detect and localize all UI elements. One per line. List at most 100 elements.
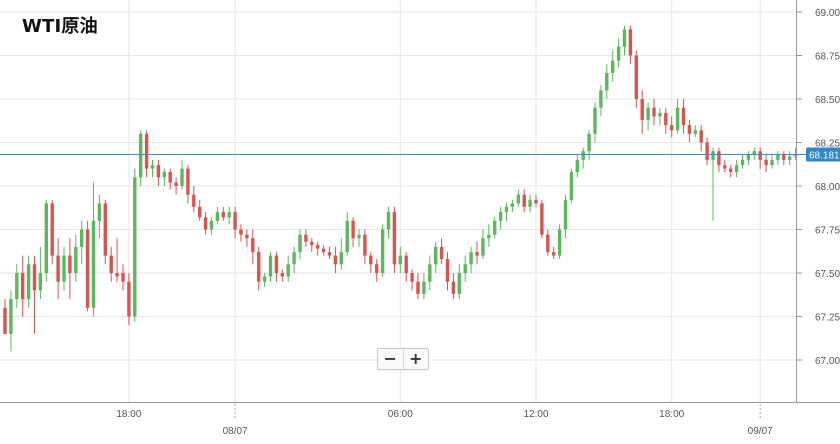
candle-body — [540, 203, 544, 235]
candle — [62, 246, 66, 291]
candle-body — [569, 172, 574, 200]
candle — [552, 246, 556, 260]
candle — [652, 99, 656, 126]
candle — [581, 147, 585, 169]
candle-body — [793, 154, 798, 157]
candle — [316, 241, 320, 256]
candle-body — [428, 264, 432, 282]
x-tick-label: 06:00 — [388, 409, 413, 420]
candle — [416, 273, 420, 300]
candle-body — [758, 151, 762, 160]
candle — [351, 217, 355, 247]
candle-body — [68, 255, 72, 273]
candle-body — [563, 199, 568, 230]
candle — [44, 199, 48, 282]
candle-body — [557, 229, 562, 256]
candle-body — [575, 159, 579, 173]
candle — [510, 199, 515, 213]
candle-body — [664, 112, 668, 126]
candle-body — [640, 99, 644, 120]
candle — [274, 252, 279, 282]
candle-body — [268, 255, 273, 277]
candle — [711, 147, 715, 221]
candle — [616, 38, 621, 68]
candle-body — [186, 168, 190, 195]
candle — [469, 246, 473, 273]
candle-body — [144, 133, 149, 169]
candle — [563, 194, 568, 239]
candle — [268, 252, 273, 282]
candle — [156, 159, 161, 186]
candle-body — [321, 248, 326, 253]
candle-body — [21, 273, 25, 300]
candle-body — [528, 199, 532, 207]
candle — [203, 212, 208, 235]
candle — [404, 252, 408, 282]
candle-body — [180, 168, 184, 186]
candle — [640, 90, 644, 134]
candle-body — [357, 234, 361, 239]
candle-body — [198, 206, 202, 218]
candle — [675, 99, 680, 134]
candle-body — [286, 264, 290, 277]
candle-body — [375, 264, 379, 273]
candle — [286, 255, 290, 282]
candle-body — [723, 165, 727, 169]
candle — [168, 168, 172, 190]
candle-body — [593, 107, 597, 134]
candle — [699, 125, 703, 152]
candle-body — [422, 281, 426, 294]
candle — [622, 25, 627, 56]
date-tick-label: 09/07 — [748, 426, 773, 437]
candle-body — [380, 229, 385, 273]
candle-body — [681, 107, 686, 126]
zoom-out-button[interactable]: − — [378, 349, 403, 369]
candle — [251, 229, 255, 265]
candle-body — [44, 203, 48, 273]
candle — [121, 264, 125, 291]
zoom-in-button[interactable]: + — [402, 349, 429, 369]
candle — [198, 199, 202, 221]
candle — [681, 99, 686, 134]
candle-body — [776, 154, 780, 160]
candle-body — [38, 273, 43, 291]
candle — [410, 269, 414, 291]
candle — [528, 194, 532, 213]
candle-body — [15, 273, 19, 300]
candle-body — [257, 252, 261, 282]
candle-body — [599, 90, 603, 108]
candle — [144, 130, 149, 178]
candle — [764, 154, 768, 173]
y-tick-label: 69.000 — [815, 8, 840, 19]
candle-body — [652, 107, 656, 117]
candle-body — [705, 142, 709, 160]
candle — [174, 177, 178, 195]
candle-body — [316, 245, 320, 249]
candle — [321, 245, 326, 256]
candle-body — [404, 255, 408, 273]
candle-body — [91, 220, 96, 308]
candle — [109, 246, 113, 282]
candle-body — [192, 194, 196, 207]
candle — [605, 64, 609, 99]
candle — [569, 168, 574, 204]
candle — [628, 25, 633, 65]
candle — [793, 147, 798, 160]
candle — [593, 102, 597, 143]
candle — [32, 255, 37, 334]
candle-body — [398, 255, 402, 265]
candle — [292, 246, 296, 273]
candle — [74, 234, 78, 282]
candle — [245, 229, 249, 247]
candle-body — [522, 194, 526, 207]
candle — [670, 116, 674, 138]
candle-body — [262, 276, 267, 282]
candle-body — [174, 182, 178, 186]
candle-body — [351, 220, 355, 239]
candle — [56, 238, 60, 300]
candle-body — [469, 252, 473, 265]
candle-body — [504, 206, 509, 213]
date-tick-label: 08/07 — [223, 426, 248, 437]
candle — [664, 107, 668, 134]
